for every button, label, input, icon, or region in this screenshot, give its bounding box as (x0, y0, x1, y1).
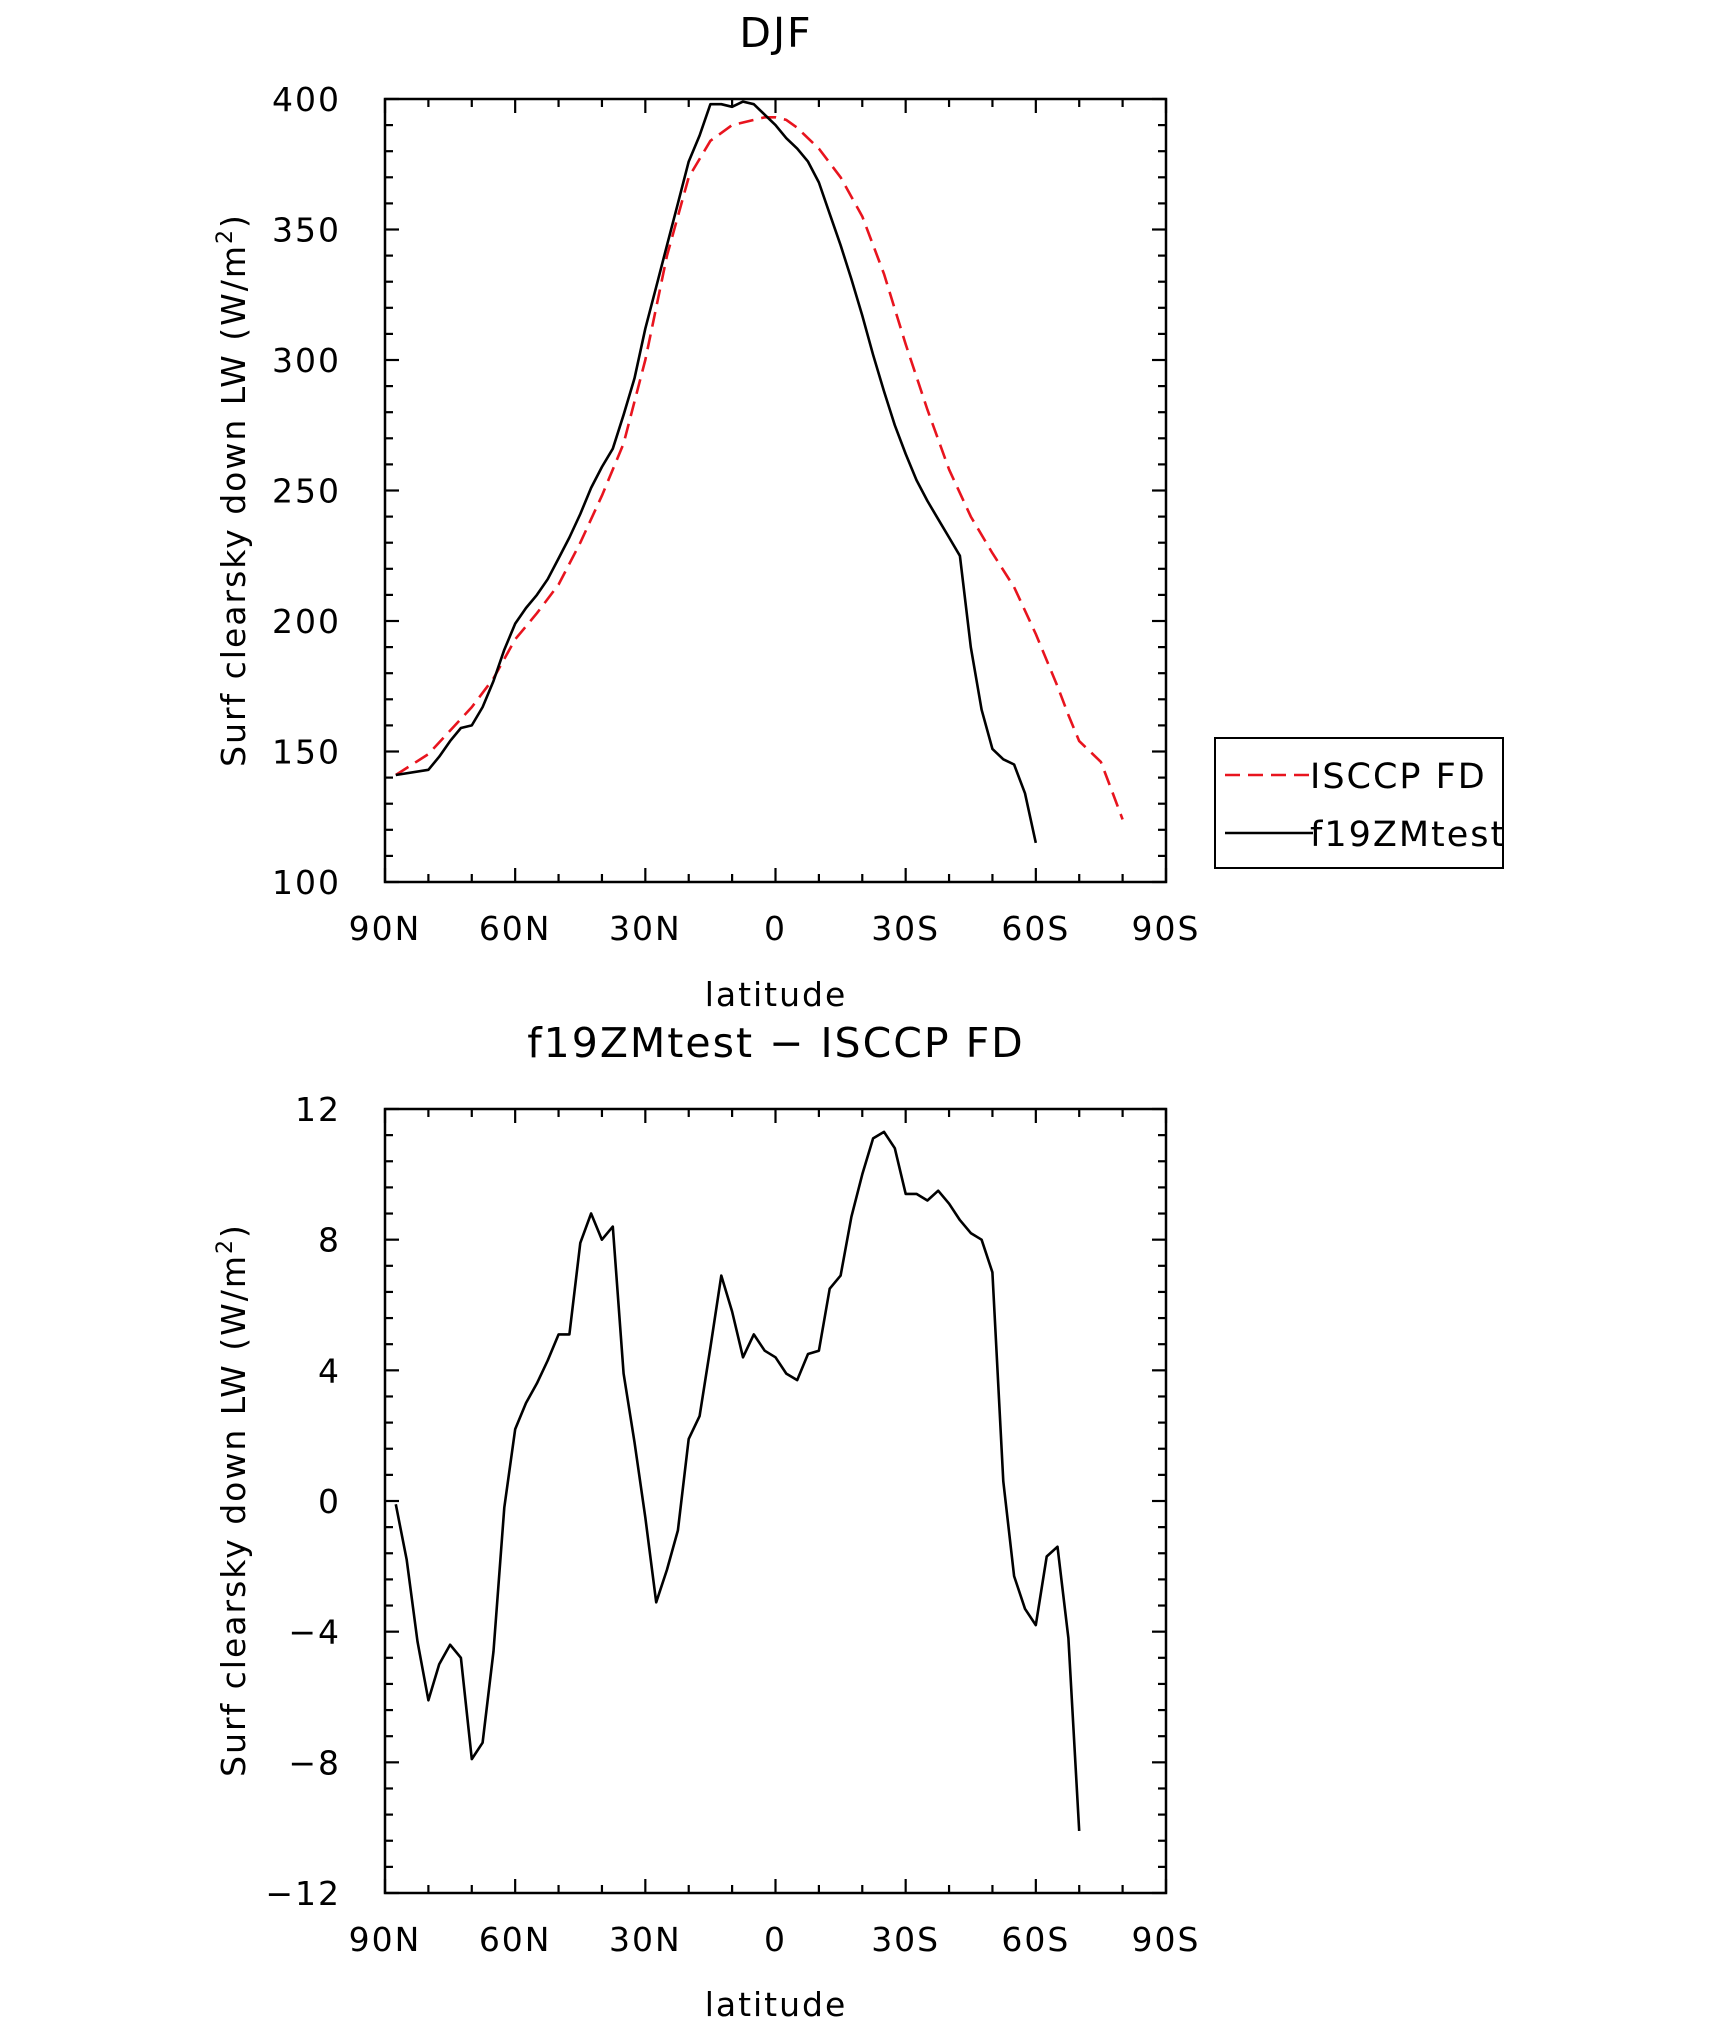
x-tick-label: 60S (1001, 909, 1070, 948)
y-tick-label: 200 (272, 602, 341, 641)
x-tick-label: 90N (349, 909, 422, 948)
y-tick-label: 250 (272, 472, 341, 511)
x-tick-label: 60N (479, 1920, 552, 1959)
x-tick-label: 0 (764, 909, 787, 948)
chart-title: f19ZMtest − ISCCP FD (527, 1019, 1025, 1067)
y-tick-label: 12 (295, 1090, 341, 1129)
series-line-f19zmtest (395, 100, 1038, 844)
y-axis-label-superscript: 2 (213, 228, 238, 244)
x-tick-label: 30S (871, 909, 940, 948)
y-tick-label: −12 (265, 1874, 341, 1913)
y-tick-label: −8 (288, 1743, 341, 1782)
x-tick-label: 60N (479, 909, 552, 948)
y-tick-label: 100 (272, 863, 341, 902)
chart-title: DJF (739, 9, 812, 57)
x-tick-label: 30N (609, 1920, 682, 1959)
tick-marks (383, 1107, 1168, 1895)
y-axis-label-close: ) (214, 213, 253, 228)
x-tick-label: 90S (1132, 909, 1201, 948)
legend-box (1214, 737, 1504, 869)
y-tick-label: 350 (272, 211, 341, 250)
x-axis-label: latitude (705, 975, 848, 1014)
y-axis-label-text: Surf clearsky down LW (W/m (214, 244, 253, 767)
series-group (395, 100, 1124, 844)
y-tick-label: 400 (272, 80, 341, 119)
y-tick-labels: 100 150 200 250 300 350 400 (272, 80, 341, 902)
legend-label-f19zmtest: f19ZMtest (1310, 815, 1506, 855)
y-axis-label-text: Surf clearsky down LW (W/m (214, 1254, 253, 1777)
panel-djf: DJF 90N 60N 30N 0 30S 60S 90S 100 150 200 250 300 3… (213, 9, 1506, 1014)
series-group (394, 1130, 1081, 1831)
x-tick-labels: 90N 60N 30N 0 30S 60S 90S (349, 909, 1201, 948)
x-tick-label: 90N (349, 1920, 422, 1959)
y-tick-label: 300 (272, 341, 341, 380)
y-tick-label: 150 (272, 733, 341, 772)
y-axis-label-close: ) (214, 1223, 253, 1238)
y-tick-label: 4 (318, 1351, 341, 1390)
panel-difference: f19ZMtest − ISCCP FD 90N 60N 30N 0 30S 60S 90S… (213, 1019, 1201, 2021)
plot-frame (383, 97, 1168, 884)
series-line-difference (394, 1130, 1081, 1831)
x-tick-label: 90S (1132, 1920, 1201, 1959)
x-tick-label: 30S (871, 1920, 940, 1959)
x-tick-label: 0 (764, 1920, 787, 1959)
y-tick-label: 0 (318, 1482, 341, 1521)
x-axis-label: latitude (705, 1985, 848, 2021)
y-tick-labels: −12 −8 −4 0 4 8 12 (265, 1090, 341, 1913)
legend: ISCCP FD f19ZMtest (1214, 737, 1506, 869)
tick-marks (383, 97, 1168, 884)
series-line-isccp-fd (395, 116, 1124, 820)
plot-frame (383, 1107, 1168, 1895)
x-tick-labels: 90N 60N 30N 0 30S 60S 90S (349, 1920, 1201, 1959)
x-tick-label: 60S (1001, 1920, 1070, 1959)
y-tick-label: 8 (318, 1221, 341, 1260)
y-tick-label: −4 (288, 1613, 341, 1652)
y-axis-label-superscript: 2 (213, 1238, 238, 1254)
y-axis-label: Surf clearsky down LW (W/m2) (213, 1223, 253, 1777)
legend-label-isccp-fd: ISCCP FD (1310, 757, 1487, 797)
y-axis-label: Surf clearsky down LW (W/m2) (213, 213, 253, 767)
x-tick-label: 30N (609, 909, 682, 948)
